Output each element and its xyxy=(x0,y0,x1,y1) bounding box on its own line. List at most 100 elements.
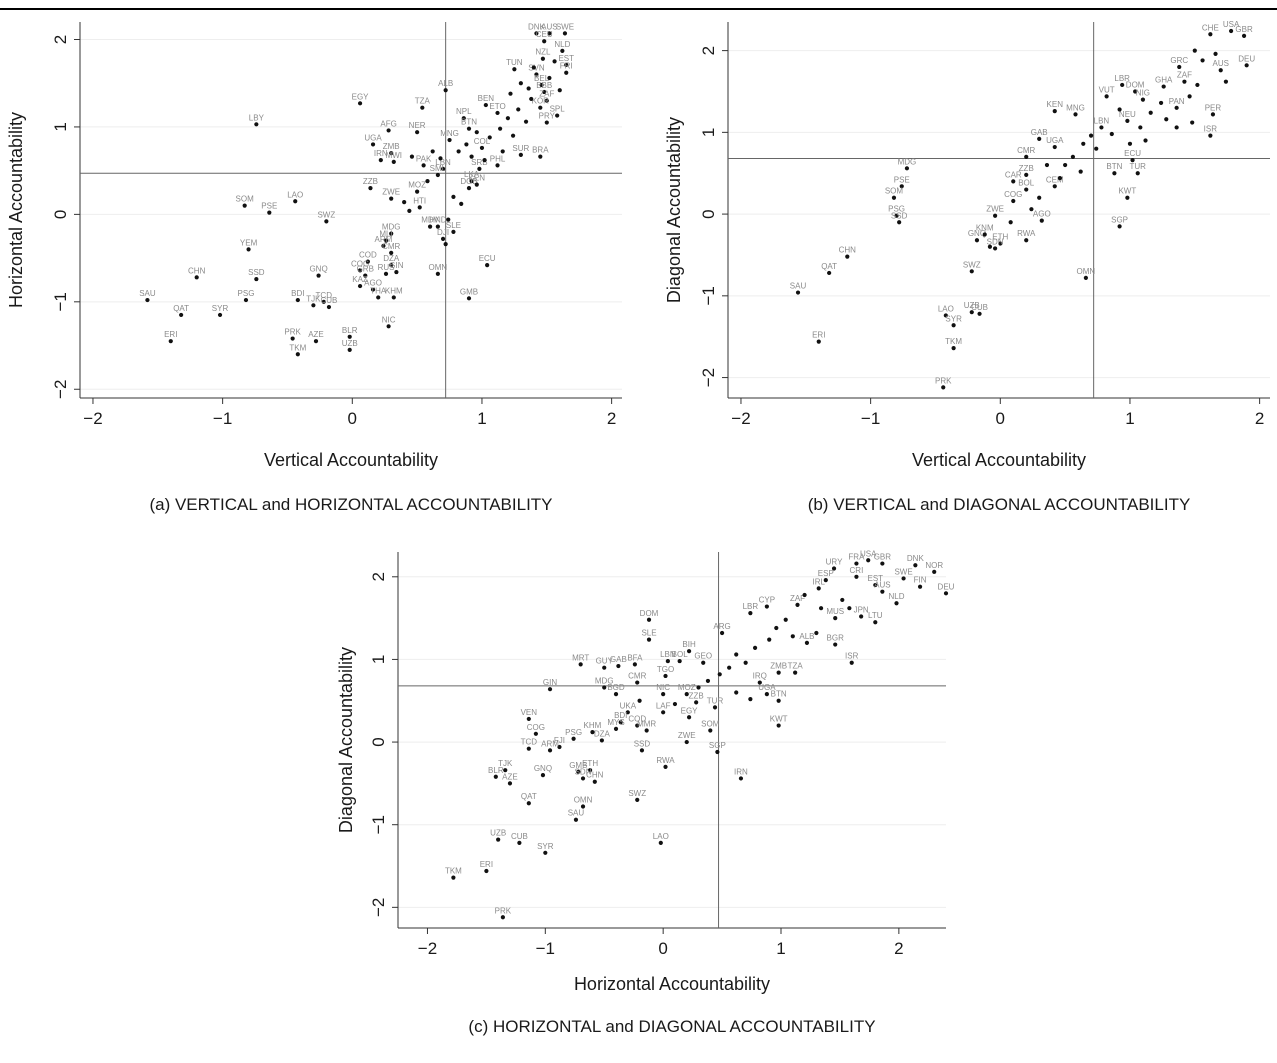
point-label: DNK xyxy=(907,554,925,563)
point-label: NLD xyxy=(888,592,904,601)
y-tick-label: 1 xyxy=(51,122,70,131)
data-point xyxy=(1174,125,1179,130)
data-point xyxy=(1037,136,1042,141)
point-label: CEU xyxy=(536,30,553,39)
point-label: LAO xyxy=(938,304,954,313)
data-point xyxy=(783,617,788,622)
data-point xyxy=(443,242,448,247)
point-label: QAT xyxy=(821,262,837,271)
data-point xyxy=(456,149,461,154)
data-point xyxy=(899,184,904,189)
data-point xyxy=(816,586,821,591)
point-label: ERI xyxy=(480,860,493,869)
data-point xyxy=(1078,169,1083,174)
data-point xyxy=(1174,105,1179,110)
data-point xyxy=(290,336,295,341)
data-point xyxy=(1187,94,1192,99)
point-label: NER xyxy=(409,121,426,130)
data-point xyxy=(802,592,807,598)
data-point xyxy=(168,339,173,344)
point-label: COD xyxy=(628,715,646,724)
data-point xyxy=(267,210,272,215)
x-tick-label: −2 xyxy=(83,409,102,428)
data-point xyxy=(477,166,482,172)
point-label: ZZB xyxy=(363,177,378,186)
x-axis-title: Vertical Accountability xyxy=(912,450,1086,470)
point-label: SGP xyxy=(1111,215,1128,224)
point-label: HND xyxy=(429,216,447,225)
point-label: BLR xyxy=(488,766,504,775)
data-point xyxy=(517,840,522,845)
data-point xyxy=(487,135,492,140)
data-point xyxy=(696,685,701,690)
data-point xyxy=(578,662,583,667)
data-point xyxy=(485,262,490,268)
data-point xyxy=(512,67,517,72)
data-point xyxy=(1117,107,1122,112)
point-label: GBR xyxy=(874,553,892,562)
data-point xyxy=(440,166,446,172)
point-label: UZB xyxy=(342,339,358,348)
point-label: MNG xyxy=(1066,103,1085,112)
data-point xyxy=(389,262,394,268)
point-label: URY xyxy=(826,558,843,567)
point-label: BTN xyxy=(1106,162,1122,171)
point-label: TUR xyxy=(707,696,724,705)
data-point xyxy=(932,569,937,574)
data-point xyxy=(982,232,987,237)
point-label: TKM xyxy=(445,867,462,876)
data-point xyxy=(1109,131,1114,137)
y-axis-title: Horizontal Accountability xyxy=(6,112,26,308)
x-tick-label: 1 xyxy=(1125,409,1134,428)
data-point xyxy=(1140,97,1146,102)
data-point xyxy=(531,65,536,70)
data-point xyxy=(804,640,810,646)
data-point xyxy=(464,142,469,147)
data-point xyxy=(1164,117,1169,122)
data-point xyxy=(894,213,899,218)
point-label: SAU xyxy=(568,809,585,818)
point-label: SSD xyxy=(891,211,908,220)
point-label: DZA xyxy=(594,729,611,738)
data-point xyxy=(496,837,501,842)
x-tick-label: 2 xyxy=(607,409,616,428)
data-point xyxy=(562,31,568,36)
data-point xyxy=(1063,162,1068,168)
point-label: CMR xyxy=(382,242,400,251)
point-label: AGO xyxy=(364,279,382,288)
x-tick-label: −2 xyxy=(731,409,750,428)
data-point xyxy=(738,776,744,781)
data-point xyxy=(616,663,621,669)
data-point xyxy=(1200,58,1205,63)
data-point xyxy=(1182,79,1187,84)
data-point xyxy=(635,680,640,685)
data-point xyxy=(663,764,668,769)
data-point xyxy=(194,275,199,280)
data-point xyxy=(316,273,321,278)
x-tick-label: −1 xyxy=(536,939,555,958)
data-point xyxy=(602,665,607,670)
data-point xyxy=(1208,133,1213,138)
point-label: GRC xyxy=(1170,56,1188,65)
data-point xyxy=(544,120,549,125)
point-label: GRB xyxy=(357,265,374,274)
point-label: ARM xyxy=(541,739,559,748)
data-point xyxy=(913,563,918,568)
point-label: ISR xyxy=(1204,125,1218,134)
data-point xyxy=(891,195,897,200)
data-point xyxy=(795,602,800,607)
point-label: NIC xyxy=(382,315,396,324)
point-label: IRQ xyxy=(753,672,767,681)
data-point xyxy=(443,88,448,93)
point-label: JPN xyxy=(854,605,869,614)
data-point xyxy=(451,875,456,880)
point-label: AUS xyxy=(541,22,557,31)
data-point xyxy=(326,304,332,310)
x-tick-label: 1 xyxy=(477,409,486,428)
point-label: UZB xyxy=(964,301,980,310)
data-point xyxy=(505,116,510,121)
data-point xyxy=(1241,33,1247,38)
